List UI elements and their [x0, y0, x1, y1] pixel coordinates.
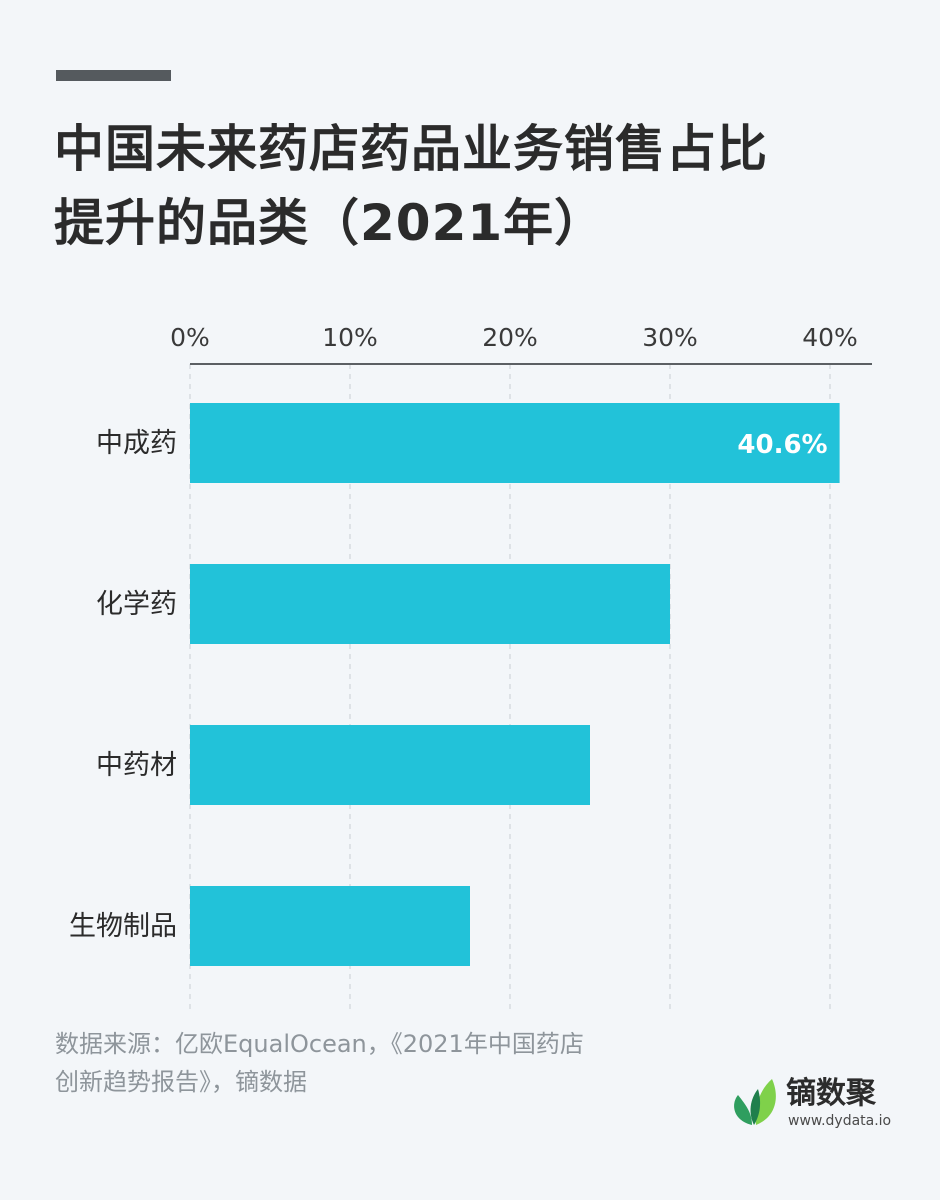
title-line-1: 中国未来药店药品业务销售占比	[54, 120, 768, 178]
source-line-1: 数据来源：亿欧EqualOcean，《2021年中国药店	[55, 1030, 584, 1058]
source-line-2: 创新趋势报告》，镝数据	[55, 1068, 307, 1096]
leaf-logo-icon	[734, 1079, 776, 1125]
data-label: 40.6%	[737, 430, 827, 460]
category-label: 化学药	[96, 589, 177, 620]
title-line-2: 提升的品类（2021年）	[54, 194, 606, 252]
source-note: 数据来源：亿欧EqualOcean，《2021年中国药店 创新趋势报告》，镝数据	[55, 1025, 695, 1101]
bar	[190, 403, 840, 483]
bar	[190, 564, 670, 644]
x-tick-label: 0%	[170, 323, 210, 352]
x-tick-label: 40%	[802, 323, 858, 352]
page-title: 中国未来药店药品业务销售占比 提升的品类（2021年）	[54, 112, 894, 260]
bar	[190, 886, 470, 966]
x-tick-label: 20%	[482, 323, 538, 352]
x-tick-label: 30%	[642, 323, 698, 352]
category-label: 中药材	[96, 750, 177, 781]
brand-url: www.dydata.io	[788, 1113, 892, 1129]
x-tick-label: 10%	[322, 323, 378, 352]
brand-logo: 镝数聚 www.dydata.io	[732, 1075, 912, 1135]
category-label: 中成药	[96, 428, 177, 459]
bar	[190, 725, 590, 805]
category-label: 生物制品	[69, 911, 177, 942]
title-accent-bar	[56, 70, 171, 81]
brand-name: 镝数聚	[786, 1076, 876, 1111]
